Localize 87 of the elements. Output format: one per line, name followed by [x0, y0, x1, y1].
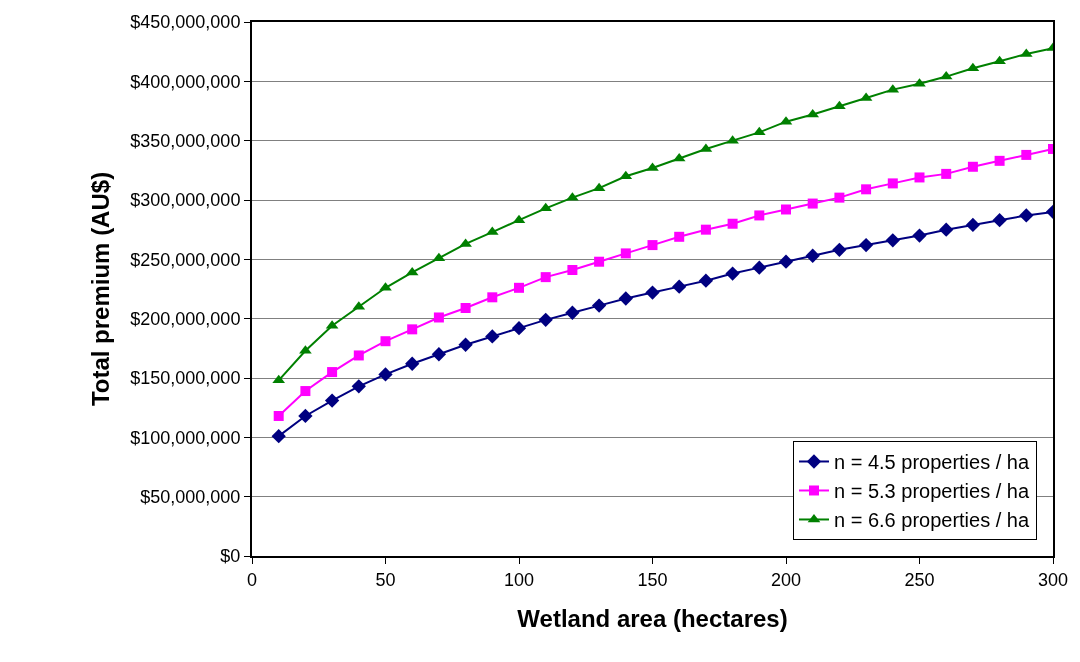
point	[273, 410, 284, 421]
point	[378, 367, 393, 382]
point	[351, 379, 366, 394]
point	[939, 222, 954, 237]
point	[805, 248, 820, 263]
point	[994, 155, 1005, 166]
point	[353, 350, 364, 361]
point	[619, 170, 633, 180]
point	[752, 260, 767, 275]
point	[700, 224, 711, 235]
point	[672, 279, 687, 294]
point	[485, 329, 500, 344]
point	[380, 336, 391, 347]
point	[458, 337, 473, 352]
point	[1021, 149, 1032, 160]
point	[965, 217, 981, 233]
y-tick-label: $150,000,000	[130, 368, 241, 389]
point	[594, 256, 605, 267]
point	[967, 161, 978, 172]
point	[511, 321, 527, 336]
x-tick-label: 0	[246, 569, 258, 590]
point	[565, 305, 580, 320]
x-tick-label: 100	[503, 569, 535, 590]
point	[620, 248, 631, 259]
y-tick-label: $50,000,000	[140, 486, 241, 507]
point	[966, 62, 980, 72]
point	[727, 218, 738, 229]
point	[674, 231, 685, 242]
point	[300, 386, 311, 397]
point	[431, 347, 447, 362]
point	[1019, 208, 1034, 223]
point	[645, 285, 660, 300]
y-tick-label: $300,000,000	[130, 190, 241, 211]
point	[407, 324, 418, 335]
point	[941, 168, 952, 179]
x-tick-label: 50	[375, 569, 396, 590]
point	[405, 356, 420, 371]
point	[992, 213, 1007, 228]
x-tick-label: 250	[904, 569, 935, 590]
x-tick-label: 200	[770, 569, 802, 590]
point	[752, 126, 766, 136]
x-tick-label: 300	[1037, 569, 1069, 590]
point	[567, 265, 578, 276]
point	[433, 312, 444, 323]
x-tick-label: 150	[637, 569, 668, 590]
x-axis-title: Wetland area (hectares)	[517, 605, 788, 633]
point	[540, 272, 551, 283]
point	[914, 172, 925, 183]
point	[885, 233, 900, 248]
point	[539, 202, 553, 212]
y-tick-label: $100,000,000	[130, 427, 241, 448]
point	[807, 198, 818, 209]
point	[327, 367, 338, 378]
y-tick-label: $200,000,000	[130, 308, 241, 329]
point	[861, 184, 872, 195]
point	[271, 429, 286, 444]
point	[698, 273, 714, 288]
point	[405, 266, 419, 276]
y-tick-label: $350,000,000	[130, 130, 241, 151]
point	[672, 152, 686, 162]
y-tick-label: $400,000,000	[130, 71, 241, 92]
point	[487, 292, 498, 303]
point	[538, 312, 553, 327]
point	[781, 204, 791, 215]
point	[272, 374, 286, 384]
point	[858, 237, 874, 253]
point	[832, 242, 847, 257]
point	[618, 291, 633, 306]
point	[591, 298, 607, 313]
y-tick-label: $450,000,000	[130, 12, 241, 33]
y-tick-label: $250,000,000	[130, 249, 241, 270]
point	[725, 266, 740, 281]
legend-label: n = 6.6 properties / ha	[833, 509, 1030, 532]
point	[778, 254, 794, 269]
point	[298, 408, 313, 424]
point	[754, 210, 765, 221]
point	[834, 192, 845, 203]
point	[887, 178, 898, 189]
point	[324, 393, 340, 408]
point	[514, 282, 524, 293]
point	[912, 228, 927, 243]
point	[460, 302, 471, 313]
legend-label: n = 5.3 properties / ha	[833, 480, 1030, 503]
y-axis-title: Total premium (AU$)	[86, 171, 114, 407]
legend-label: n = 4.5 properties / ha	[833, 451, 1030, 474]
point	[647, 240, 658, 251]
y-tick-label: $0	[220, 546, 241, 567]
